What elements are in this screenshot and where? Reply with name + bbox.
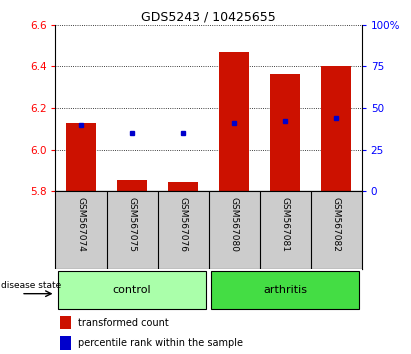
Bar (168, 182, 199, 191)
Text: GSM567082: GSM567082 (332, 198, 341, 252)
Title: GDS5243 / 10425655: GDS5243 / 10425655 (141, 11, 276, 24)
Text: disease state: disease state (1, 281, 61, 290)
Bar (219, 52, 249, 191)
Text: transformed count: transformed count (78, 318, 169, 327)
Bar (66, 122, 96, 191)
Bar (60, 316, 71, 329)
Text: GSM567076: GSM567076 (178, 198, 187, 252)
Bar (270, 74, 300, 191)
Bar (60, 336, 71, 350)
Text: percentile rank within the sample: percentile rank within the sample (78, 338, 243, 348)
Text: GSM567081: GSM567081 (281, 198, 290, 252)
FancyBboxPatch shape (58, 271, 206, 309)
Text: GSM567074: GSM567074 (76, 198, 85, 252)
Bar (117, 180, 148, 191)
Text: control: control (113, 285, 151, 295)
FancyBboxPatch shape (211, 271, 359, 309)
Text: GSM567075: GSM567075 (127, 198, 136, 252)
Bar (321, 66, 351, 191)
Text: arthritis: arthritis (263, 285, 307, 295)
Text: GSM567080: GSM567080 (230, 198, 239, 252)
